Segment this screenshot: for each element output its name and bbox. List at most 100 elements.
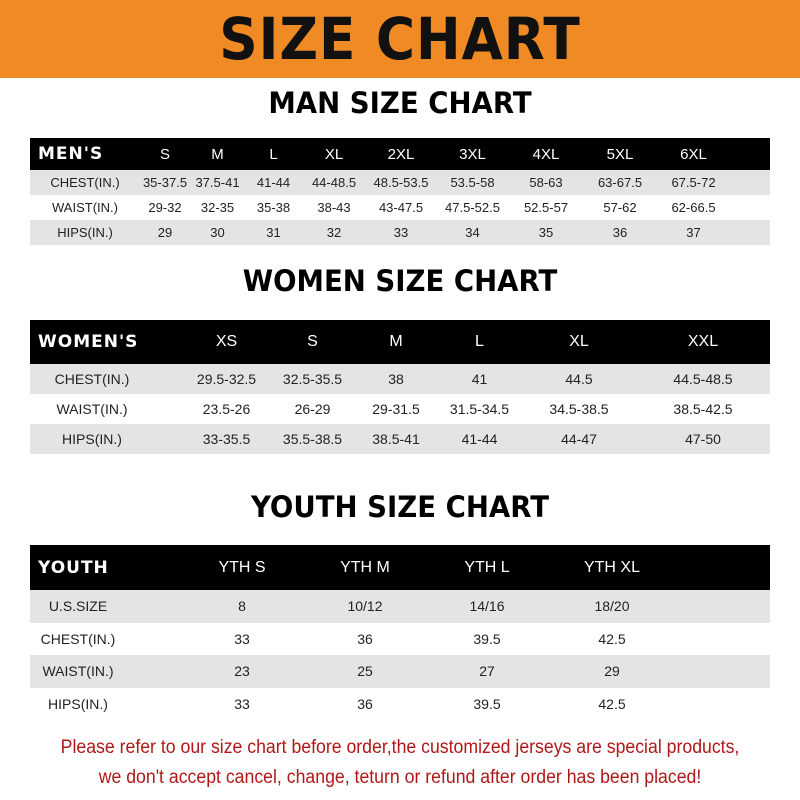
table-cell: 62-66.5 — [671, 200, 716, 215]
table-row: HIPS(IN.) 33-35.5 35.5-38.5 38.5-41 41-44 44-… — [30, 424, 770, 454]
table-corner-label: YOUTH — [38, 557, 109, 578]
women-size-table: WOMEN'S XS S M L XL XXL CHEST(IN.) 29.5-32.5 32.5… — [30, 320, 770, 454]
order-notice: Please refer to our size chart before or… — [28, 733, 772, 793]
table-cell: 18/20 — [594, 598, 630, 615]
youth-size-table: YOUTH YTH S YTH M YTH L YTH XL U.S.SIZE 8 10/12… — [30, 545, 770, 720]
size-column-header: XXL — [687, 333, 719, 350]
table-cell: 53.5-58 — [450, 175, 495, 190]
table-cell: 38.5-41 — [372, 431, 420, 447]
table-cell: 44.5 — [565, 371, 593, 387]
table-row: CHEST(IN.) 33 36 39.5 42.5 — [30, 622, 770, 655]
table-cell: 31 — [266, 225, 281, 240]
table-row: HIPS(IN.) 29 30 31 32 33 34 35 36 37 — [30, 220, 770, 245]
table-cell: 44-48.5 — [311, 175, 357, 190]
size-column-header: XS — [215, 333, 238, 350]
table-cell: 38 — [388, 371, 404, 387]
table-cell: 36 — [357, 695, 373, 712]
size-column-header: YTH L — [464, 558, 510, 576]
row-label: HIPS(IN.) — [57, 225, 113, 240]
table-cell: 23 — [234, 663, 250, 680]
table-cell: 34 — [465, 225, 480, 240]
table-cell: 43-47.5 — [378, 200, 424, 215]
table-cell: 32-35 — [200, 200, 235, 215]
table-cell: 31.5-34.5 — [449, 401, 510, 417]
size-column-header: YTH XL — [583, 558, 640, 576]
size-column-header: XL — [569, 333, 589, 350]
size-column-header: YTH M — [340, 558, 390, 576]
row-label: CHEST(IN.) — [50, 175, 120, 190]
size-column-header: XL — [324, 145, 344, 163]
table-cell: 29-32 — [148, 200, 182, 215]
table-cell: 30 — [210, 225, 225, 240]
table-cell: 32.5-35.5 — [282, 371, 343, 387]
table-row: HIPS(IN.) 33 36 39.5 42.5 — [30, 687, 770, 720]
table-header-row: WOMEN'S XS S M L XL XXL — [30, 320, 770, 364]
table-row: WAIST(IN.) 29-32 32-35 35-38 38-43 43-47.5 47.… — [30, 195, 770, 220]
table-cell: 39.5 — [473, 695, 501, 712]
table-cell: 37 — [686, 225, 701, 240]
size-column-header: 6XL — [680, 145, 707, 163]
table-row: U.S.SIZE 8 10/12 14/16 18/20 — [30, 590, 770, 623]
row-label: HIPS(IN.) — [62, 431, 122, 447]
table-corner-label: MEN'S — [38, 144, 104, 164]
size-column-header: L — [269, 145, 278, 163]
table-cell: 58-63 — [529, 175, 563, 190]
table-cell: 14/16 — [469, 598, 505, 615]
table-cell: 26-29 — [294, 401, 331, 417]
table-cell: 57-62 — [603, 200, 637, 215]
table-cell: 35 — [538, 225, 554, 240]
table-cell: 25 — [357, 663, 373, 680]
table-cell: 37.5-41 — [195, 175, 240, 190]
page-title: SIZE CHART — [219, 5, 581, 73]
table-header-row: MEN'S S M L XL 2XL 3XL 4XL 5XL 6XL — [30, 138, 770, 170]
table-cell: 29.5-32.5 — [196, 371, 257, 387]
table-cell: 36 — [357, 630, 373, 647]
table-cell: 33 — [393, 225, 409, 240]
table-cell: 33 — [234, 630, 250, 647]
youth-section-title: YOUTH SIZE CHART — [250, 490, 550, 524]
row-label: CHEST(IN.) — [40, 630, 116, 647]
women-section-title: WOMEN SIZE CHART — [242, 264, 558, 298]
table-cell: 39.5 — [473, 630, 501, 647]
table-cell: 48.5-53.5 — [373, 175, 429, 190]
row-label: U.S.SIZE — [48, 598, 108, 615]
row-label: WAIST(IN.) — [52, 200, 118, 215]
table-cell: 35-37.5 — [142, 175, 188, 190]
table-cell: 44.5-48.5 — [673, 371, 733, 387]
size-column-header: S — [159, 145, 170, 163]
table-row: WAIST(IN.) 23.5-26 26-29 29-31.5 31.5-34.5 34… — [30, 394, 770, 424]
table-header-row: YOUTH YTH S YTH M YTH L YTH XL — [30, 545, 770, 590]
row-label: CHEST(IN.) — [54, 371, 130, 387]
row-label: HIPS(IN.) — [48, 695, 108, 712]
size-column-header: 4XL — [532, 145, 560, 163]
size-column-header: M — [389, 333, 403, 350]
table-cell: 29 — [157, 225, 173, 240]
table-cell: 38.5-42.5 — [673, 401, 733, 417]
table-cell: 36 — [612, 225, 628, 240]
size-column-header: 3XL — [459, 145, 486, 163]
notice-line-1: Please refer to our size chart before or… — [60, 737, 740, 758]
size-column-header: YTH S — [218, 558, 266, 576]
row-label: WAIST(IN.) — [56, 401, 128, 417]
size-column-header: L — [475, 333, 484, 350]
table-row: CHEST(IN.) 29.5-32.5 32.5-35.5 38 41 44.5 44.5… — [30, 364, 770, 394]
table-cell: 35.5-38.5 — [282, 431, 343, 447]
table-cell: 47.5-52.5 — [445, 200, 500, 215]
table-cell: 27 — [479, 663, 495, 680]
table-cell: 41-44 — [461, 431, 498, 447]
table-cell: 10/12 — [347, 598, 383, 615]
row-label: WAIST(IN.) — [42, 663, 114, 680]
table-cell: 42.5 — [598, 630, 626, 647]
table-row: CHEST(IN.) 35-37.5 37.5-41 41-44 44-48.5 48.5… — [30, 170, 770, 195]
table-cell: 41-44 — [256, 175, 291, 190]
table-cell: 33-35.5 — [202, 431, 251, 447]
table-cell: 34.5-38.5 — [549, 401, 609, 417]
table-cell: 44-47 — [561, 431, 597, 447]
table-cell: 32 — [326, 225, 342, 240]
table-cell: 47-50 — [685, 431, 721, 447]
table-cell: 8 — [238, 598, 246, 615]
table-cell: 29 — [604, 663, 620, 680]
notice-line-2: we don't accept cancel, change, teturn o… — [98, 767, 702, 788]
table-cell: 42.5 — [598, 695, 626, 712]
table-cell: 23.5-26 — [202, 401, 251, 417]
